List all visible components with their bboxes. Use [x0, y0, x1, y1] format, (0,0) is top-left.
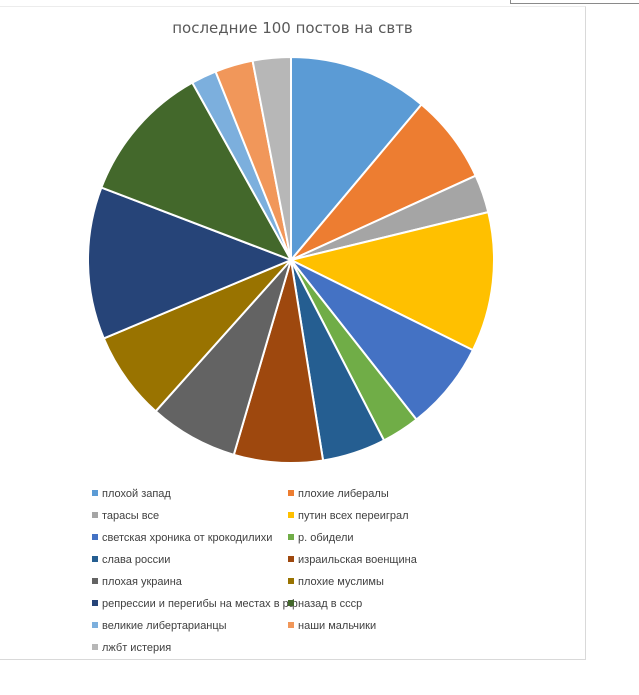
legend-item: плохие муслимы: [288, 573, 384, 591]
legend-item: плохой запад: [92, 485, 171, 503]
legend-label: лжбт истерия: [102, 642, 172, 654]
legend-swatch: [288, 622, 294, 629]
legend-item: р. обидели: [288, 529, 354, 547]
legend-item: лжбт истерия: [92, 639, 171, 657]
chart-area: последние 100 постов на свтв плохой запа…: [0, 6, 586, 660]
legend-swatch: [288, 512, 294, 519]
legend-swatch: [288, 556, 294, 563]
legend-item: великие либертарианцы: [92, 617, 227, 635]
pie-slice-4: [288, 210, 496, 352]
legend-label: плохие муслимы: [298, 576, 384, 588]
pie-slice-12: [100, 81, 294, 262]
pie-slice-11: [87, 186, 294, 340]
legend-item: назад в ссср: [288, 595, 362, 613]
legend-label: путин всех переиграл: [298, 510, 409, 522]
legend-swatch: [92, 622, 98, 629]
pie-chart: [87, 55, 496, 464]
legend-item: светская хроника от крокодилихи: [92, 529, 272, 547]
legend-label: плохая украина: [102, 576, 182, 588]
legend-swatch: [92, 600, 98, 607]
legend-item: тарасы все: [92, 507, 159, 525]
legend-swatch: [92, 644, 98, 651]
legend-swatch: [92, 512, 98, 519]
legend-item: наши мальчики: [288, 617, 376, 635]
legend-swatch: [92, 534, 98, 541]
legend-swatch: [92, 556, 98, 563]
legend-item: репрессии и перегибы на местах в рф: [92, 595, 298, 613]
legend-swatch: [288, 600, 294, 607]
legend-label: израильская военщина: [298, 554, 417, 566]
legend-swatch: [92, 490, 98, 497]
legend-label: р. обидели: [298, 532, 354, 544]
legend-label: слава россии: [102, 554, 171, 566]
legend-swatch: [288, 534, 294, 541]
pie-slice-15: [251, 55, 292, 261]
legend-label: плохой запад: [102, 488, 171, 500]
legend-item: плохие либералы: [288, 485, 389, 503]
legend-swatch: [92, 578, 98, 585]
legend-label: репрессии и перегибы на местах в рф: [102, 598, 298, 610]
legend-item: израильская военщина: [288, 551, 417, 569]
legend-swatch: [288, 578, 294, 585]
legend-label: плохие либералы: [298, 488, 389, 500]
pie-slice-1: [290, 55, 423, 263]
legend-label: светская хроника от крокодилихи: [102, 532, 273, 544]
chart-title: последние 100 постов на свтв: [172, 19, 413, 37]
legend-swatch: [288, 490, 294, 497]
legend-label: назад в ссср: [298, 598, 363, 610]
legend-label: великие либертарианцы: [102, 620, 227, 632]
legend-item: слава россии: [92, 551, 170, 569]
legend-item: плохая украина: [92, 573, 182, 591]
legend-label: тарасы все: [102, 510, 160, 522]
legend-item: путин всех переиграл: [288, 507, 409, 525]
legend-label: наши мальчики: [298, 620, 377, 632]
window-edge: [510, 0, 639, 4]
